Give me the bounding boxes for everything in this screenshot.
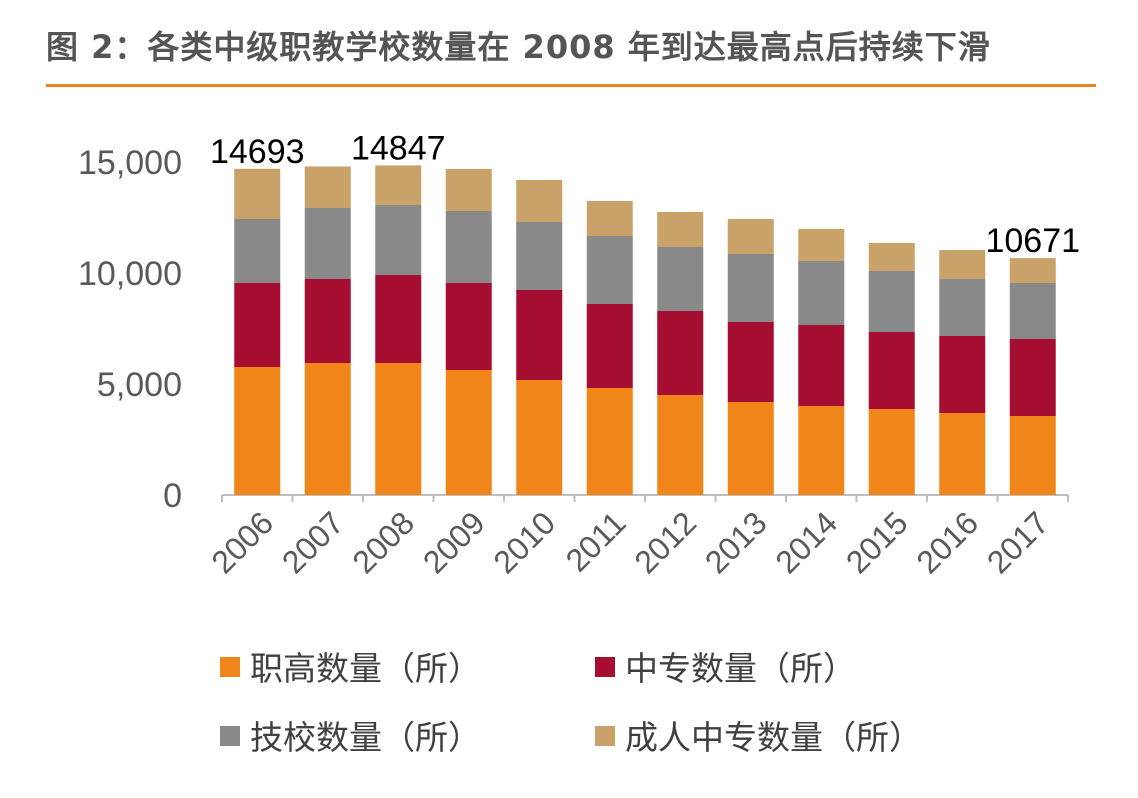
bar-segment xyxy=(586,303,633,388)
bar-segment xyxy=(234,366,281,495)
bar-segment xyxy=(1009,415,1056,495)
x-tick-label: 2014 xyxy=(768,504,844,580)
bar-segment xyxy=(516,180,563,223)
bar-segment xyxy=(445,168,492,211)
title-divider xyxy=(46,84,1096,87)
bar-segment xyxy=(304,207,351,279)
x-tick-label: 2011 xyxy=(559,504,633,578)
legend-label: 成人中专数量（所） xyxy=(625,718,922,757)
bar-segment xyxy=(304,166,351,208)
bar-segment xyxy=(657,247,704,312)
bar-segment xyxy=(868,408,915,495)
bar-segment xyxy=(516,290,563,381)
bar-segment xyxy=(727,253,774,322)
bar-segment xyxy=(798,261,845,325)
bar-segment xyxy=(586,201,633,236)
legend-swatch xyxy=(220,657,240,677)
legend-label: 技校数量（所） xyxy=(250,718,481,757)
bar-segment xyxy=(375,274,422,363)
bar-segment xyxy=(586,235,633,304)
bar-segment xyxy=(375,165,422,206)
x-tick-label: 2008 xyxy=(345,504,421,580)
bar-segment xyxy=(516,222,563,291)
y-tick-label: 5,000 xyxy=(97,366,182,404)
legend-swatch xyxy=(595,726,615,746)
data-label: 10671 xyxy=(985,222,1080,260)
x-tick-label: 2015 xyxy=(839,504,915,580)
bar-segment xyxy=(798,228,845,262)
bar-segment xyxy=(939,278,986,337)
bar-segment xyxy=(234,282,281,367)
y-tick-label: 15,000 xyxy=(78,144,182,182)
bar-segment xyxy=(445,210,492,283)
bar-segment xyxy=(939,250,986,279)
bar-segment xyxy=(1009,282,1056,340)
x-tick-label: 2016 xyxy=(909,504,985,580)
bar-segment xyxy=(868,332,915,409)
x-tick-label: 2010 xyxy=(486,504,562,580)
bar-segment xyxy=(445,282,492,371)
bar-segment xyxy=(375,362,422,495)
bar-segment xyxy=(868,271,915,333)
bar-segment xyxy=(1009,258,1056,283)
x-tick-label: 2006 xyxy=(204,504,280,580)
bar-segment xyxy=(727,219,774,254)
bar-segment xyxy=(798,324,845,407)
bar-segment xyxy=(586,387,633,495)
legend-label: 中专数量（所） xyxy=(625,649,856,688)
data-label: 14847 xyxy=(351,129,446,167)
x-tick-label: 2012 xyxy=(627,504,703,580)
bar-segment xyxy=(798,406,845,495)
x-tick-label: 2007 xyxy=(275,504,351,580)
bar-segment xyxy=(657,394,704,495)
bar-segment xyxy=(1009,339,1056,416)
legend-swatch xyxy=(595,657,615,677)
bar-segment xyxy=(516,380,563,495)
bar-segment xyxy=(727,321,774,403)
data-label: 14693 xyxy=(210,133,305,171)
chart-title: 图 2：各类中级职教学校数量在 2008 年到达最高点后持续下滑 xyxy=(46,28,991,66)
bar-segment xyxy=(304,278,351,363)
bar-segment xyxy=(375,205,422,275)
legend-label: 职高数量（所） xyxy=(250,649,481,688)
x-tick-label: 2013 xyxy=(698,504,774,580)
x-tick-label: 2009 xyxy=(416,504,492,580)
bar-segment xyxy=(657,211,704,248)
bar-segment xyxy=(868,243,915,272)
bar-segment xyxy=(234,219,281,283)
bar-segment xyxy=(939,412,986,495)
y-tick-label: 0 xyxy=(163,477,182,515)
x-tick-label: 2017 xyxy=(980,504,1056,580)
bar-segment xyxy=(234,168,281,220)
bar-segment xyxy=(445,370,492,495)
y-tick-label: 10,000 xyxy=(78,255,182,293)
bar-segment xyxy=(304,362,351,495)
bar-segment xyxy=(939,336,986,413)
legend-swatch xyxy=(220,726,240,746)
bar-segment xyxy=(657,311,704,395)
bar-segment xyxy=(727,402,774,495)
